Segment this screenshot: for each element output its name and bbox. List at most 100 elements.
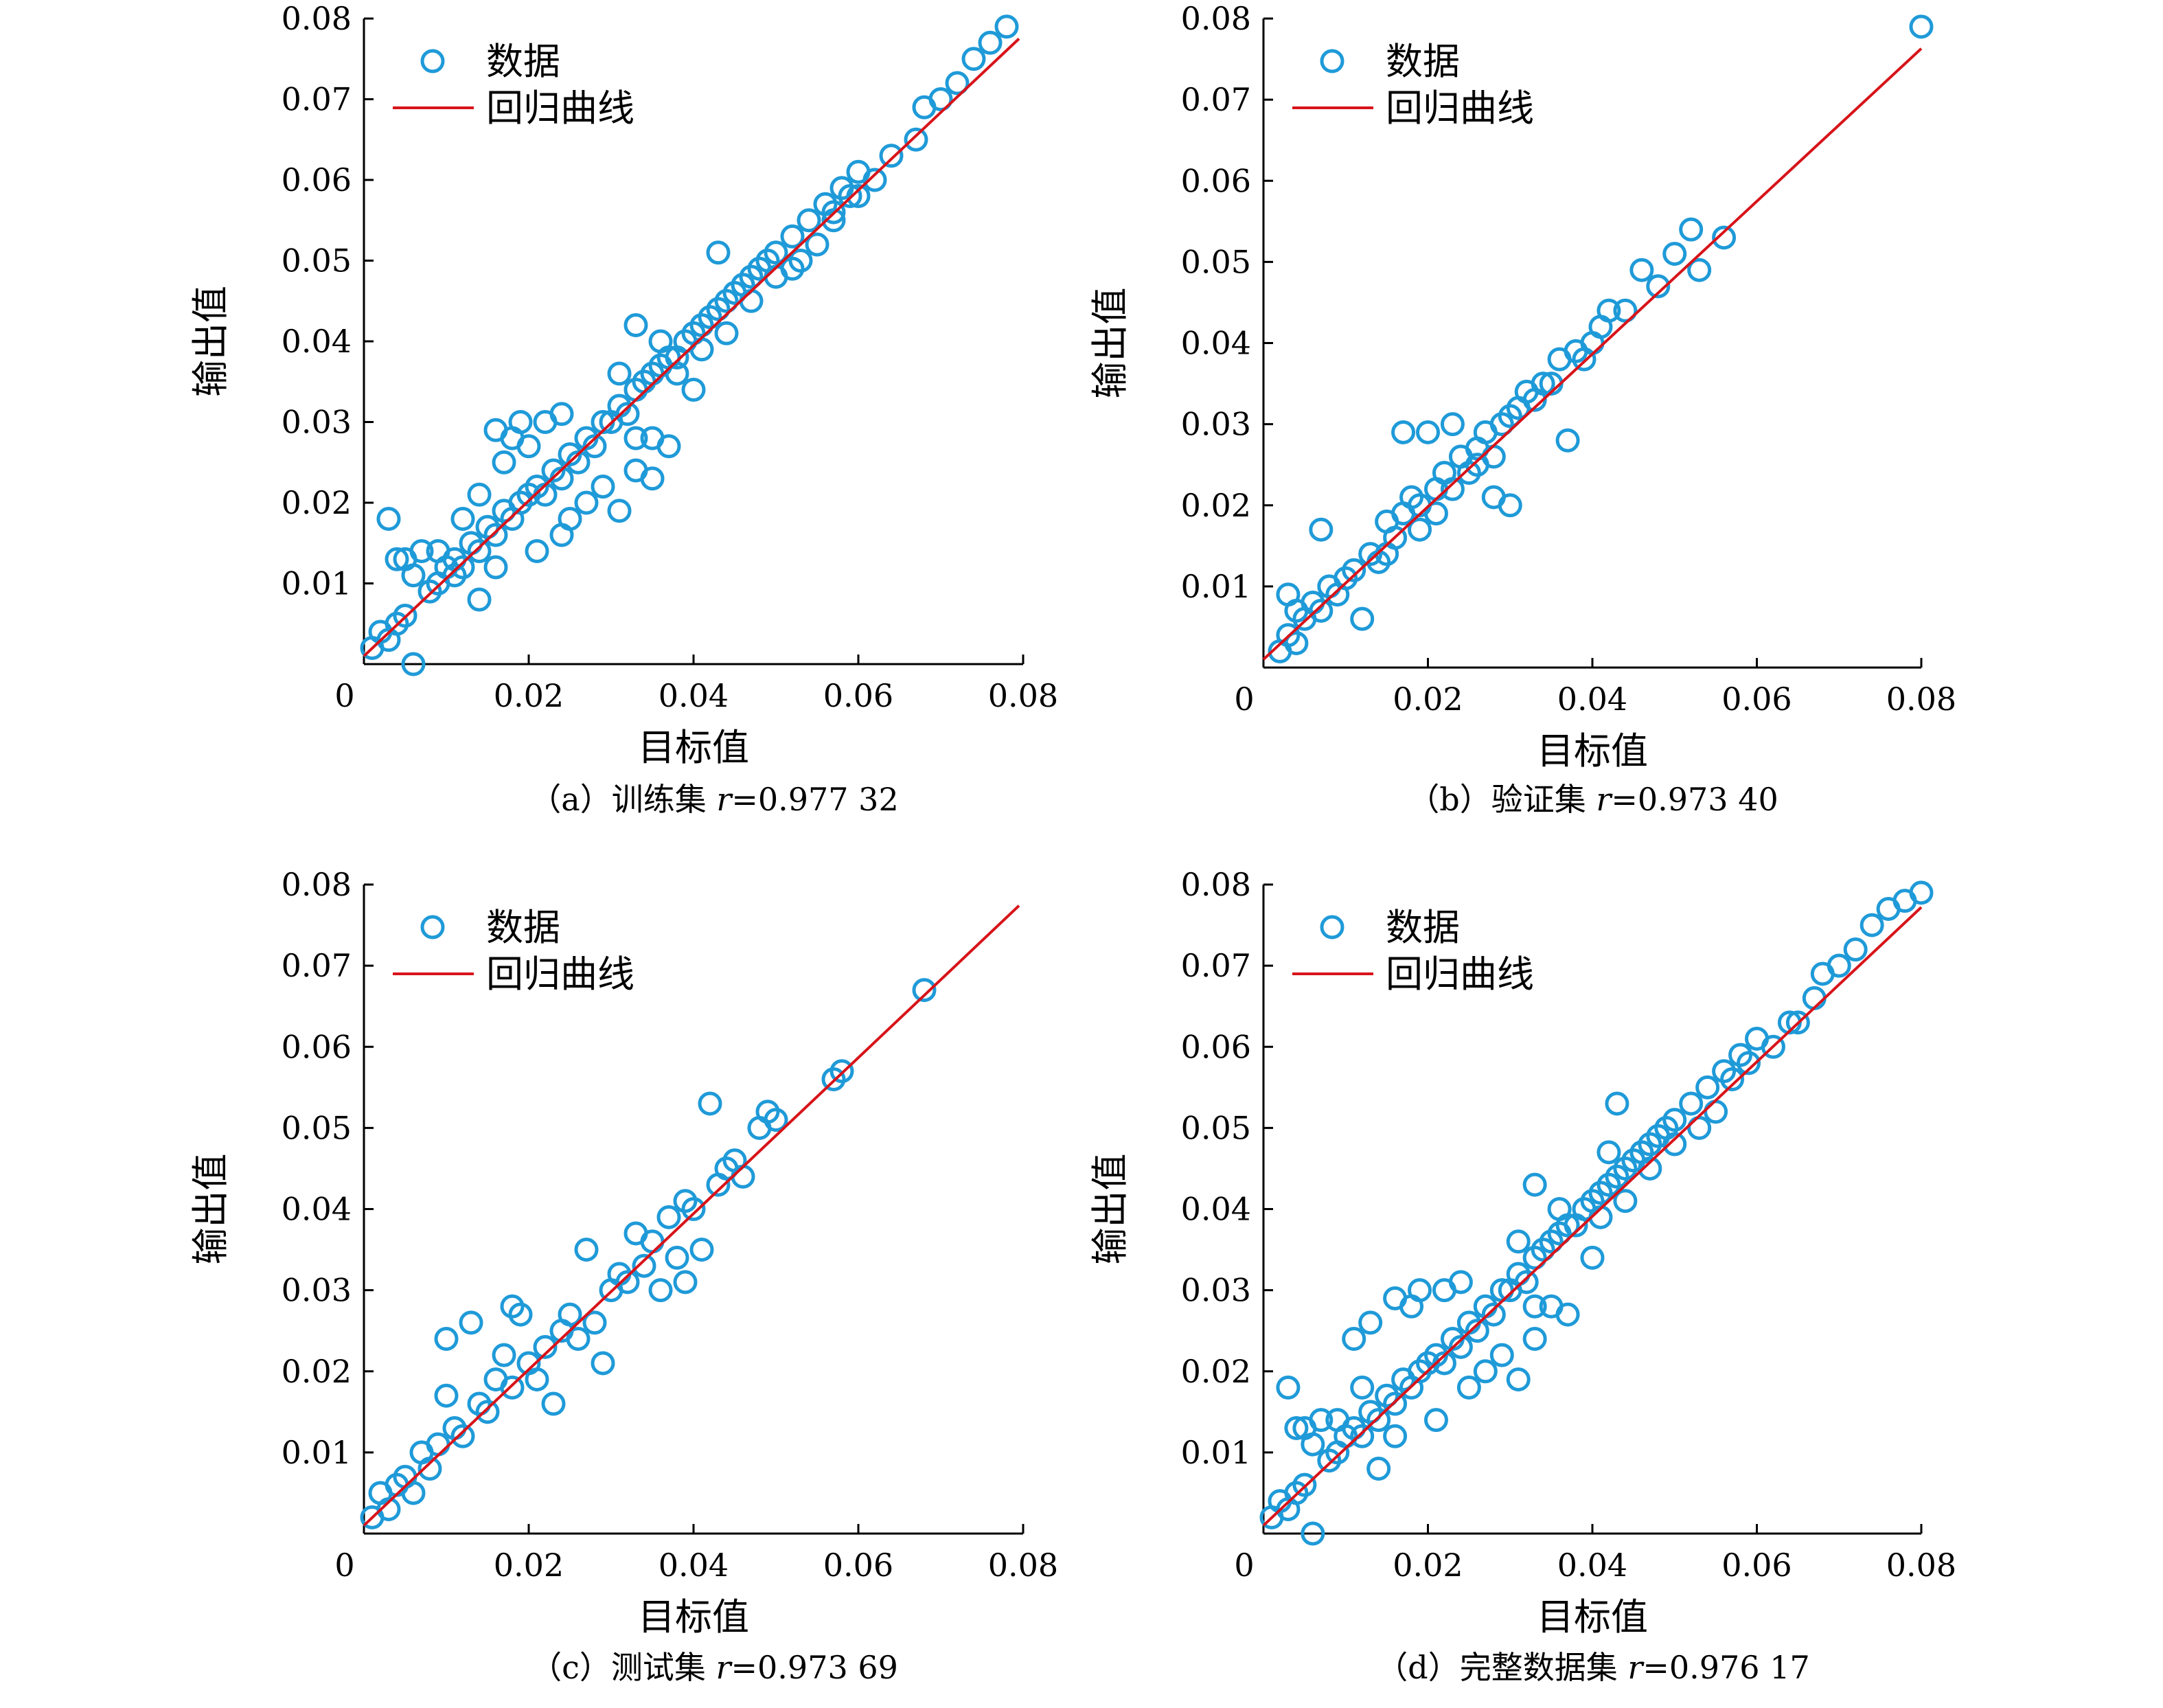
data-point <box>1350 606 1375 631</box>
x-tick-label: 0.04 <box>1557 1547 1627 1584</box>
data-point <box>1679 217 1704 242</box>
data-point <box>640 466 665 491</box>
legend-label-fit: 回归曲线 <box>1386 953 1534 996</box>
data-point <box>764 240 788 265</box>
caption-r-value: =0.973 40 <box>1611 781 1778 818</box>
y-tick-label: 0.04 <box>282 323 352 360</box>
data-point <box>1613 298 1638 323</box>
data-point <box>1613 1189 1638 1214</box>
data-point <box>1588 315 1613 339</box>
x-tick-label: 0.02 <box>494 677 564 714</box>
data-point <box>475 514 500 539</box>
data-point <box>525 539 549 563</box>
data-point <box>467 587 492 612</box>
data-point <box>417 1457 442 1481</box>
x-axis-label: 目标值 <box>638 726 749 769</box>
data-point <box>912 95 937 119</box>
data-point <box>607 361 632 386</box>
data-point <box>904 127 928 152</box>
data-point <box>615 1270 640 1295</box>
data-point <box>541 1391 566 1416</box>
data-point <box>1555 1302 1580 1327</box>
data-point <box>1802 986 1827 1010</box>
data-point <box>1416 1351 1440 1376</box>
data-point <box>698 305 722 330</box>
x-tick-label: 0.04 <box>659 1547 729 1584</box>
data-point <box>417 579 442 604</box>
data-point <box>829 1059 854 1084</box>
data-point <box>615 402 640 426</box>
data-point <box>450 507 475 531</box>
data-point <box>1408 1359 1432 1384</box>
regression-line <box>363 904 1020 1527</box>
data-point <box>516 434 541 459</box>
data-point <box>1539 1229 1564 1254</box>
y-tick-label: 0.04 <box>282 1191 352 1228</box>
data-point <box>1514 1270 1539 1295</box>
data-point <box>500 1294 525 1319</box>
data-point <box>1498 493 1522 518</box>
data-point <box>1423 1408 1448 1433</box>
data-point <box>1375 1383 1399 1408</box>
data-point <box>450 555 475 580</box>
data-point <box>656 434 681 459</box>
data-point <box>1531 1238 1555 1262</box>
data-point <box>1506 1367 1531 1392</box>
data-point <box>1342 558 1366 582</box>
x-tick-label: 0.08 <box>1886 681 1956 718</box>
data-point <box>401 563 426 588</box>
data-point <box>1613 1156 1638 1181</box>
data-point <box>582 1310 607 1335</box>
data-point <box>1334 566 1358 591</box>
data-point <box>558 507 582 531</box>
legend-marker-icon <box>1320 915 1344 940</box>
data-point <box>1909 14 1934 39</box>
x-axis-label: 目标值 <box>638 1595 749 1639</box>
y-axis-label: 输出值 <box>1088 288 1132 399</box>
regression-line <box>1262 47 1923 661</box>
data-point <box>706 240 731 265</box>
x-axis-label: 目标值 <box>1537 1595 1648 1639</box>
data-point <box>393 604 417 628</box>
y-tick-label: 0.03 <box>1181 1272 1251 1309</box>
data-points <box>1259 880 1934 1546</box>
data-point <box>1408 517 1432 542</box>
data-point <box>541 458 566 483</box>
data-point <box>945 71 970 95</box>
data-point <box>1605 1091 1629 1116</box>
data-point <box>739 264 764 289</box>
data-point <box>1432 1351 1456 1376</box>
data-point <box>1810 961 1835 986</box>
legend-label-fit: 回归曲线 <box>1386 87 1534 130</box>
data-point <box>533 1334 558 1359</box>
data-point <box>1292 1472 1317 1497</box>
data-point <box>582 434 607 459</box>
x-tick-label: 0 <box>1234 1547 1254 1584</box>
data-point <box>401 1481 426 1505</box>
data-point <box>623 426 648 451</box>
data-point <box>426 539 450 563</box>
data-point <box>1342 1327 1366 1351</box>
data-point <box>500 1375 525 1400</box>
data-point <box>1366 1408 1391 1433</box>
caption-prefix: （d）完整数据集 <box>1376 1649 1628 1686</box>
data-point <box>656 1205 681 1229</box>
y-tick-label: 0.02 <box>282 484 352 521</box>
data-point <box>1522 1327 1547 1351</box>
data-point <box>1720 1067 1745 1091</box>
data-point <box>623 313 648 337</box>
caption-r-symbol: r <box>716 781 732 818</box>
data-point <box>1481 1302 1506 1327</box>
data-point <box>1522 1294 1547 1319</box>
data-point <box>1531 372 1555 396</box>
data-point <box>475 1400 500 1424</box>
data-point <box>1687 258 1712 282</box>
data-point <box>821 208 846 233</box>
y-tick-label: 0.05 <box>282 1109 352 1146</box>
data-point <box>492 1343 516 1367</box>
data-point <box>1662 242 1687 266</box>
x-tick-label: 0.02 <box>494 1547 564 1584</box>
legend-label-data: 数据 <box>1386 906 1460 949</box>
data-point <box>1317 1448 1342 1473</box>
